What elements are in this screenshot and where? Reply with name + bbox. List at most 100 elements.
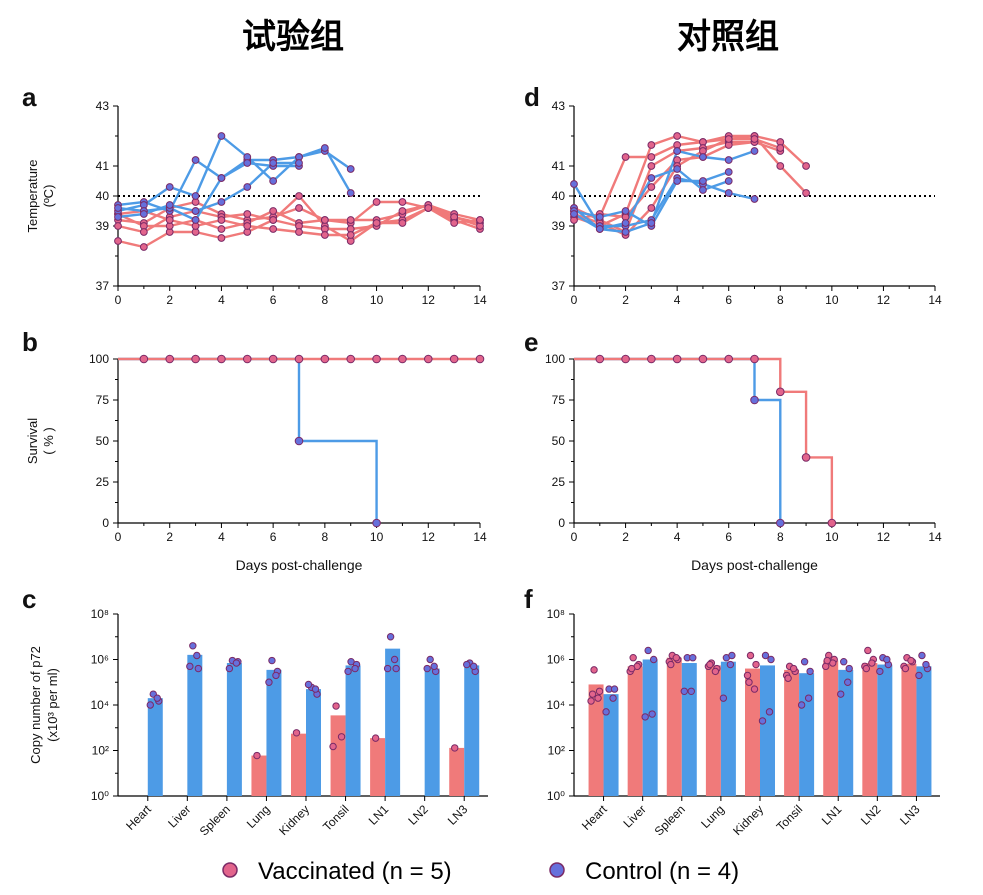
panel-letter-d: d — [524, 82, 540, 112]
y-tick-label: 50 — [552, 434, 566, 448]
data-point-vaccinated — [295, 228, 303, 236]
bar-point-vaccinated — [746, 651, 755, 660]
bar-point-vaccinated — [595, 687, 604, 696]
data-point-vaccinated — [398, 219, 407, 227]
y-axis-label: Temperature — [25, 160, 40, 233]
data-point-vaccinated — [346, 216, 355, 224]
data-point-vaccinated — [320, 216, 329, 224]
data-point-control — [724, 189, 733, 197]
bar-point-vaccinated — [371, 734, 380, 742]
bar-control — [916, 666, 932, 796]
bar-vaccinated — [666, 657, 682, 796]
bar-control — [147, 698, 163, 796]
y-axis-label: Copy number of p72 — [28, 646, 43, 764]
panel-a: a 0 2 4 6 8 10 12 14 37 39 40 41 43 Temperature (ºC) — [22, 82, 487, 307]
bar-vaccinated — [251, 755, 267, 796]
bar-control — [760, 665, 775, 796]
data-point-control — [621, 207, 630, 215]
x-tick-label: 14 — [928, 293, 942, 307]
bar-point-control — [806, 667, 814, 676]
x-tick-label: 12 — [422, 293, 436, 307]
category-label: Tonsil — [774, 802, 806, 834]
panel-letter-e: e — [524, 327, 538, 357]
data-point-control — [750, 195, 759, 203]
panel-f: f 10⁰ 10² 10⁴ 10⁶ 10⁸ Heart Liver Spleen Lung Kidn… — [524, 584, 940, 839]
bar-control — [226, 663, 242, 796]
y-tick-label: 0 — [102, 516, 109, 530]
x-tick-label: 6 — [725, 293, 732, 307]
y-tick-label: 37 — [96, 279, 110, 293]
bar-point-vaccinated — [907, 656, 915, 665]
bar-point-control — [687, 687, 695, 696]
y-tick-label: 75 — [552, 393, 566, 407]
bar-control — [187, 654, 203, 796]
category-label: LN1 — [366, 802, 392, 828]
bar-point-vaccinated — [594, 694, 602, 702]
bar-point-vaccinated — [752, 660, 760, 669]
data-point-control — [647, 219, 656, 227]
data-point-vaccinated — [269, 216, 278, 224]
y-tick-label: 41 — [96, 159, 110, 173]
survival-step-control — [574, 357, 782, 523]
data-point-vaccinated — [750, 135, 759, 143]
data-point-vaccinated — [647, 141, 656, 149]
survival-point-vaccinated — [294, 354, 304, 364]
y-tick-label: 25 — [96, 475, 110, 489]
data-point-vaccinated — [217, 234, 226, 242]
y-tick-label: 0 — [558, 516, 565, 530]
bar-vaccinated — [862, 663, 878, 796]
bar-point-control — [463, 660, 471, 669]
legend-control-marker — [549, 862, 565, 878]
survival-point-control — [775, 518, 785, 528]
data-point-control — [647, 174, 656, 182]
data-point-control — [570, 210, 578, 218]
y-axis-label: Survival — [25, 418, 40, 464]
data-point-vaccinated — [673, 132, 682, 140]
data-point-vaccinated — [139, 228, 148, 236]
data-point-control — [269, 177, 278, 185]
data-point-vaccinated — [139, 243, 148, 251]
data-point-vaccinated — [398, 198, 407, 206]
survival-point-vaccinated — [191, 354, 200, 364]
data-point-control — [165, 201, 174, 209]
bar-point-vaccinated — [451, 744, 459, 752]
bar-point-vaccinated — [750, 685, 759, 693]
bar-point-vaccinated — [590, 666, 598, 674]
survival-step-control — [118, 357, 378, 523]
data-point-control — [191, 216, 200, 224]
panel-letter-f: f — [524, 584, 533, 614]
bar-point-vaccinated — [587, 697, 595, 705]
bar-point-control — [800, 658, 809, 666]
bar-point-control — [837, 690, 845, 698]
x-axis-label: Days post-challenge — [236, 557, 363, 573]
survival-point-vaccinated — [268, 354, 278, 364]
x-tick-label: 0 — [115, 293, 122, 307]
survival-point-vaccinated — [165, 354, 175, 364]
panel-b: b 0 2 4 6 8 10 12 14 0 25 50 75 100 Survival( % ) Days … — [22, 327, 487, 573]
survival-point-vaccinated — [372, 354, 381, 364]
data-point-vaccinated — [647, 204, 656, 212]
bar-point-control — [225, 664, 234, 673]
survival-point-control — [294, 436, 304, 446]
y-tick-label: 39 — [552, 219, 566, 233]
survival-point-vaccinated — [475, 354, 485, 364]
data-point-control — [217, 174, 226, 182]
bar-point-control — [426, 655, 434, 664]
series-line-vaccinated — [573, 134, 807, 219]
data-point-vaccinated — [269, 207, 278, 215]
bar-control — [306, 689, 321, 796]
series-line-control — [573, 149, 755, 234]
x-tick-label: 10 — [370, 530, 384, 544]
survival-point-vaccinated — [423, 354, 433, 364]
bar-control — [877, 664, 893, 796]
data-point-vaccinated — [776, 162, 785, 170]
bar-point-control — [765, 708, 774, 716]
bar-point-control — [602, 708, 610, 716]
bar-point-control — [680, 687, 688, 696]
legend: Vaccinated (n = 5) Control (n = 4) — [222, 858, 739, 885]
bar-point-control — [265, 678, 273, 686]
bar-point-control — [876, 667, 884, 676]
bar-point-control — [767, 655, 775, 664]
x-tick-label: 0 — [115, 530, 122, 544]
